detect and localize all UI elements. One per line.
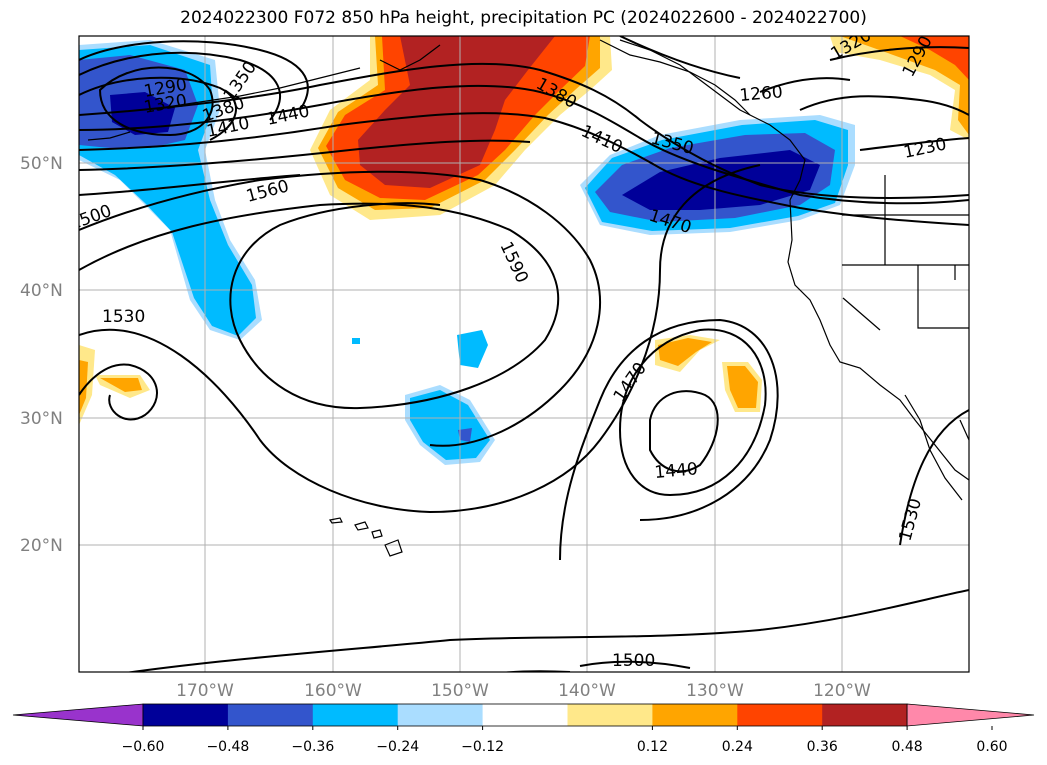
colorbar-segment	[312, 704, 399, 726]
colorbar-arrow-right	[906, 703, 1035, 727]
colorbar-tick-label: −0.60	[122, 739, 165, 755]
lon-label: 160°W	[304, 681, 362, 701]
colorbar-segment	[482, 704, 568, 726]
lon-label: 140°W	[558, 681, 616, 701]
map-frame	[78, 35, 970, 673]
coastline	[87, 39, 969, 501]
lat-label: 20°N	[20, 536, 63, 556]
colorbar-segment	[737, 704, 823, 726]
colorbar-tick-label: −0.48	[206, 739, 249, 755]
colorbar-segment	[567, 704, 653, 726]
map-plot-area: 1290 1320 1350 1380 1410 1440 1500 1560 …	[79, 36, 969, 672]
positive-precip-anomaly-north	[310, 36, 612, 220]
colorbar-frame	[142, 703, 908, 727]
lon-label: 130°W	[686, 681, 744, 701]
colorbar-tick-label: −0.24	[376, 739, 419, 755]
colorbar-tick-label: 0.36	[807, 739, 838, 755]
contour-label: 1440	[654, 459, 699, 483]
colorbar-tick-label: 0.12	[637, 739, 668, 755]
colorbar-tick-label: −0.12	[461, 739, 504, 755]
page-title: 2024022300 F072 850 hPa height, precipit…	[180, 8, 867, 28]
colorbar-segment	[652, 704, 738, 726]
lon-label: 120°W	[813, 681, 871, 701]
hawaii-islands	[329, 517, 403, 557]
height-contours	[79, 36, 969, 672]
colorbar-tick-label: 0.24	[722, 739, 753, 755]
colorbar: −0.60 −0.48 −0.36 −0.24 −0.12 0.12 0.24 0.36 0.4…	[12, 703, 1035, 755]
colorbar-arrow-left	[12, 703, 144, 727]
colorbar-tick-label: 0.60	[976, 739, 1007, 755]
contour-label: 1500	[612, 651, 655, 671]
small-anomaly-patches	[79, 330, 762, 465]
lat-label: 50°N	[20, 154, 63, 174]
colorbar-segment	[822, 704, 908, 726]
contour-label: 1260	[739, 82, 784, 106]
colorbar-tick-label: −0.36	[291, 739, 334, 755]
colorbar-segment	[143, 704, 229, 726]
colorbar-tick-label: 0.48	[892, 739, 923, 755]
lon-label: 150°W	[431, 681, 489, 701]
longitude-labels: 170°W 160°W 150°W 140°W 130°W 120°W	[176, 681, 871, 701]
negative-precip-anomaly-east	[580, 115, 855, 235]
lat-label: 30°N	[20, 409, 63, 429]
colorbar-segment	[397, 704, 484, 726]
latitude-labels: 50°N 40°N 30°N 20°N	[20, 154, 63, 556]
colorbar-segment	[227, 704, 314, 726]
lat-label: 40°N	[20, 281, 63, 301]
contour-label: 1530	[102, 307, 145, 327]
lon-label: 170°W	[176, 681, 234, 701]
